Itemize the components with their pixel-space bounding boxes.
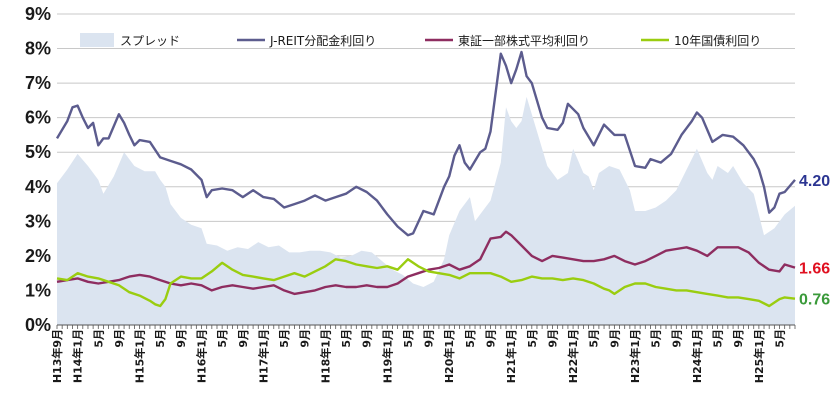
x-tick-label: H23年1月 — [628, 329, 642, 383]
x-tick-label: H25年1月 — [752, 329, 766, 383]
y-tick-label: 4% — [25, 177, 51, 197]
y-tick-label: 6% — [25, 108, 51, 128]
x-tick-label: 5月 — [216, 329, 229, 348]
x-tick-label: H16年1月 — [195, 329, 209, 383]
legend-label-3: 10年国債利回り — [674, 33, 761, 48]
y-tick-label: 5% — [25, 142, 51, 162]
y-tick-label: 9% — [25, 4, 51, 24]
x-tick-label: H24年1月 — [690, 329, 704, 383]
x-tick-label: 9月 — [670, 329, 683, 348]
x-tick-label: 5月 — [340, 329, 353, 348]
series-area-spread — [57, 96, 795, 326]
x-tick-labels: H13年9月 H14年1月 5月 9月 H15年1月 5月 9月 H16年1月 5月 9月 H17年… — [50, 329, 787, 383]
end-label-2: 1.66 — [799, 261, 830, 278]
x-tick-label: 5月 — [464, 329, 477, 348]
end-label-3: 0.76 — [799, 292, 830, 309]
legend: スプレッド J-REIT分配金利回り 東証一部株式平均利回り 10年国債利回り — [80, 33, 761, 48]
x-tick-label: H13年9月 — [50, 329, 64, 383]
x-tick-label: H17年1月 — [256, 329, 270, 383]
series-line-3 — [56, 258, 796, 308]
x-tick-label: 5月 — [588, 329, 601, 348]
x-tick-label: 9月 — [732, 329, 745, 348]
area-layer — [57, 96, 795, 326]
x-tick-label: 9月 — [175, 329, 188, 348]
x-tick-label: 5月 — [278, 329, 291, 348]
x-tick-label: 9月 — [237, 329, 250, 348]
x-tick-label: 9月 — [546, 329, 559, 348]
x-tick-label: H14年1月 — [71, 329, 85, 383]
x-tick-label: 5月 — [526, 329, 539, 348]
legend-label-2: 東証一部株式平均利回り — [458, 33, 590, 48]
axis-layer — [56, 324, 796, 329]
x-tick-label: 5月 — [774, 329, 787, 348]
x-tick-label: 9月 — [299, 329, 312, 348]
y-tick-label: 0% — [25, 315, 51, 335]
x-tick-label: 5月 — [402, 329, 415, 348]
y-tick-labels: 0% 1% 2% 3% 4% 5% 6% 7% 8% 9% — [25, 4, 51, 335]
x-tick-label: 9月 — [423, 329, 436, 348]
x-tick-label: 5月 — [92, 329, 105, 348]
x-tick-label: H20年1月 — [442, 329, 456, 383]
y-tick-label: 2% — [25, 246, 51, 266]
y-tick-label: 7% — [25, 73, 51, 93]
x-tick-label: H19年1月 — [380, 329, 394, 383]
x-tick-label: H18年1月 — [318, 329, 332, 383]
legend-label-1: J-REIT分配金利回り — [269, 33, 376, 48]
x-tick-label: 9月 — [485, 329, 498, 348]
end-label-1: 4.20 — [799, 173, 830, 190]
y-tick-label: 1% — [25, 280, 51, 300]
x-tick-label: H22年1月 — [566, 329, 580, 383]
legend-swatch-spread — [80, 33, 114, 47]
legend-label-0: スプレッド — [120, 34, 180, 48]
series-line-2 — [56, 230, 796, 296]
x-tick-label: 5月 — [650, 329, 663, 348]
x-tick-label: 9月 — [608, 329, 621, 348]
x-tick-label: H21年1月 — [504, 329, 518, 383]
x-tick-label: 5月 — [154, 329, 167, 348]
x-tick-label: 5月 — [712, 329, 725, 348]
y-tick-label: 8% — [25, 39, 51, 59]
x-tick-label: 9月 — [113, 329, 126, 348]
series-line-1 — [55, 50, 796, 237]
y-tick-label: 3% — [25, 211, 51, 231]
end-labels: 4.20 1.66 0.76 — [799, 173, 830, 309]
x-tick-label: H15年1月 — [133, 329, 147, 383]
line-layer — [55, 50, 796, 308]
x-tick-label: 9月 — [361, 329, 374, 348]
